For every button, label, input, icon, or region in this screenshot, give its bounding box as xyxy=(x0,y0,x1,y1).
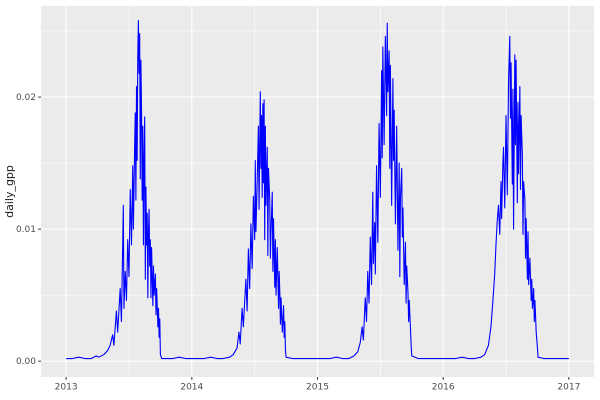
axis-tick-labels: 2013 2014 2015 2016 2017 0.00 0.01 0.02 xyxy=(16,93,580,392)
x-tick-label: 2016 xyxy=(432,383,455,393)
gpp-line-series xyxy=(66,19,569,360)
y-tick-label: 0.01 xyxy=(16,225,36,235)
grid-major xyxy=(41,6,594,377)
y-tick-label: 0.02 xyxy=(16,93,36,103)
axis-ticks xyxy=(38,96,570,380)
x-tick-label: 2014 xyxy=(180,383,203,393)
y-tick-label: 0.00 xyxy=(16,357,36,367)
y-axis-title: daily_gpp xyxy=(3,165,16,218)
x-tick-label: 2015 xyxy=(306,383,329,393)
series-lines xyxy=(66,19,569,360)
x-tick-label: 2017 xyxy=(557,383,580,393)
x-tick-label: 2013 xyxy=(55,383,78,393)
